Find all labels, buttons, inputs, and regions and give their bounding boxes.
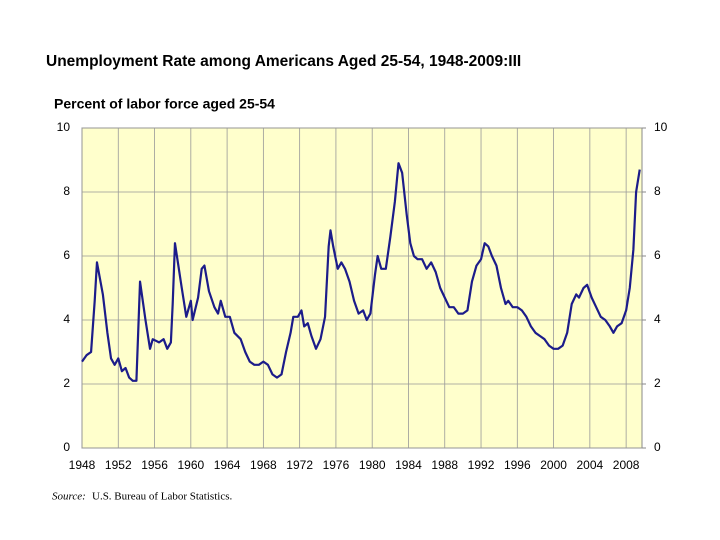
y-tick-label: 2 <box>63 376 70 390</box>
x-tick-label: 1984 <box>395 458 422 472</box>
chart-subtitle: Percent of labor force aged 25-54 <box>54 96 275 112</box>
x-tick-label: 1992 <box>468 458 495 472</box>
x-tick-label: 1960 <box>177 458 204 472</box>
source: U.S. Bureau of Labor Statistics. <box>92 491 232 503</box>
x-tick-label: 1976 <box>323 458 350 472</box>
source-label: Source: <box>52 491 86 503</box>
y2-tick-label: 8 <box>654 184 661 198</box>
y-tick-label: 0 <box>63 440 70 454</box>
y-tick-label: 6 <box>63 248 70 262</box>
y2-tick-label: 4 <box>654 312 661 326</box>
y-tick-label: 8 <box>63 184 70 198</box>
x-tick-label: 1972 <box>286 458 313 472</box>
y-tick-label: 10 <box>57 120 71 134</box>
x-tick-label: 2000 <box>540 458 567 472</box>
x-tick-label: 1948 <box>69 458 96 472</box>
x-tick-label: 1968 <box>250 458 277 472</box>
x-tick-label: 2004 <box>577 458 604 472</box>
chart-title: Unemployment Rate among Americans Aged 2… <box>46 53 521 70</box>
x-tick-label: 1988 <box>431 458 458 472</box>
x-tick-label: 1980 <box>359 458 386 472</box>
x-tick-label: 2008 <box>613 458 640 472</box>
x-tick-label: 1956 <box>141 458 168 472</box>
y2-tick-label: 10 <box>654 120 668 134</box>
y-tick-label: 4 <box>63 312 70 326</box>
x-tick-label: 1952 <box>105 458 132 472</box>
data-line <box>81 162 641 382</box>
x-tick-label: 1964 <box>214 458 241 472</box>
y2-tick-label: 2 <box>654 376 661 390</box>
y2-tick-label: 0 <box>654 440 661 454</box>
plot-area <box>81 127 643 449</box>
x-tick-label: 1996 <box>504 458 531 472</box>
y2-tick-label: 6 <box>654 248 661 262</box>
